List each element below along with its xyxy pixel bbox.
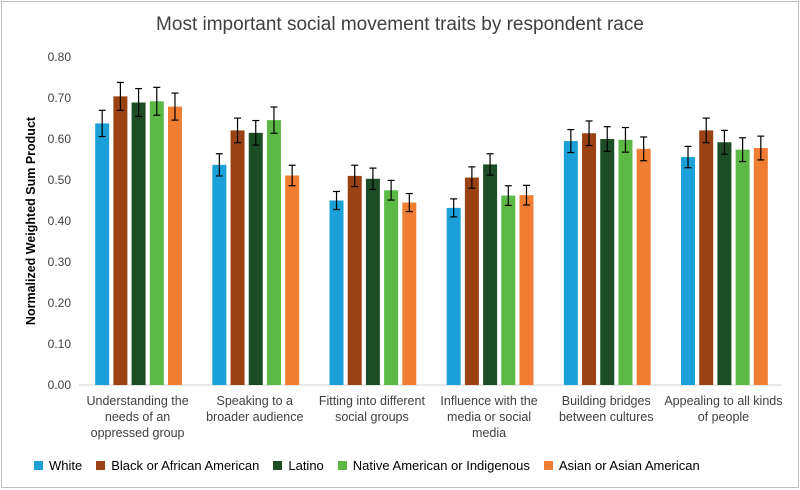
bar	[402, 202, 417, 385]
bar	[464, 177, 479, 385]
bar	[636, 148, 651, 385]
legend-swatch	[337, 461, 347, 470]
y-tick-label: 0.10	[48, 337, 72, 351]
bar	[149, 101, 164, 385]
bar	[167, 106, 182, 386]
legend-label: Black or African American	[111, 458, 260, 473]
bar	[582, 133, 597, 385]
x-category-label: needs of an	[105, 410, 170, 424]
x-category-label: Building bridges	[562, 394, 651, 408]
bar	[285, 175, 300, 385]
y-tick-label: 0.80	[48, 50, 72, 64]
bar	[483, 164, 498, 385]
x-category-label: media or social	[447, 410, 531, 424]
bar	[95, 123, 110, 386]
x-category-label: Appealing to all kinds	[664, 394, 782, 408]
bar	[618, 139, 633, 385]
x-category-label: Influence with the	[440, 394, 537, 408]
bar	[681, 157, 696, 385]
bar	[384, 190, 399, 385]
legend-swatch	[543, 461, 553, 470]
legend-label: Native American or Indigenous	[352, 458, 530, 473]
x-category-label: media	[472, 426, 506, 440]
chart-legend: White Black or African American Latino Nati…	[34, 458, 774, 473]
legend-item: White	[34, 458, 82, 473]
x-category-label: social groups	[335, 410, 409, 424]
bar	[230, 130, 245, 385]
bar	[735, 149, 750, 385]
legend-swatch	[34, 461, 43, 470]
legend-item: Native American or Indigenous	[337, 458, 530, 473]
bar	[501, 195, 516, 385]
y-tick-label: 0.30	[48, 255, 72, 269]
bar	[600, 139, 615, 385]
legend-item: Latino	[273, 458, 324, 473]
bar	[717, 142, 732, 385]
chart-title: Most important social movement traits by…	[156, 14, 644, 35]
bar	[519, 195, 534, 385]
y-tick-label: 0.70	[48, 91, 72, 105]
y-tick-label: 0.40	[48, 214, 72, 228]
bar	[266, 120, 281, 385]
bar	[365, 178, 380, 385]
bar	[699, 130, 714, 385]
bar	[131, 102, 146, 385]
x-category-label: broader audience	[206, 410, 303, 424]
legend-label: White	[49, 458, 83, 473]
legend-item: Asian or Asian American	[543, 458, 700, 473]
bar	[329, 200, 344, 385]
y-axis-label: Normalized Weighted Sum Product	[24, 116, 38, 325]
bar	[212, 164, 227, 385]
x-category-label: Speaking to a	[217, 394, 293, 408]
legend-item: Black or African American	[96, 458, 259, 473]
legend-label: Latino	[288, 458, 324, 473]
legend-swatch	[273, 461, 283, 470]
y-tick-label: 0.60	[48, 132, 72, 146]
x-category-label: Fitting into different	[319, 394, 426, 408]
y-tick-label: 0.20	[48, 296, 72, 310]
bar	[446, 207, 461, 385]
bar	[113, 96, 128, 386]
x-category-label: of people	[698, 410, 749, 424]
bar	[248, 132, 263, 385]
legend-label: Asian or Asian American	[558, 458, 700, 473]
x-category-label: Understanding the	[87, 394, 189, 408]
x-category-label: oppressed group	[91, 426, 185, 440]
y-tick-label: 0.00	[48, 378, 72, 392]
bar	[563, 141, 578, 385]
bar	[753, 148, 768, 385]
y-tick-label: 0.50	[48, 173, 72, 187]
legend-swatch	[96, 461, 106, 470]
x-category-label: between cultures	[559, 410, 654, 424]
bar	[347, 175, 362, 385]
